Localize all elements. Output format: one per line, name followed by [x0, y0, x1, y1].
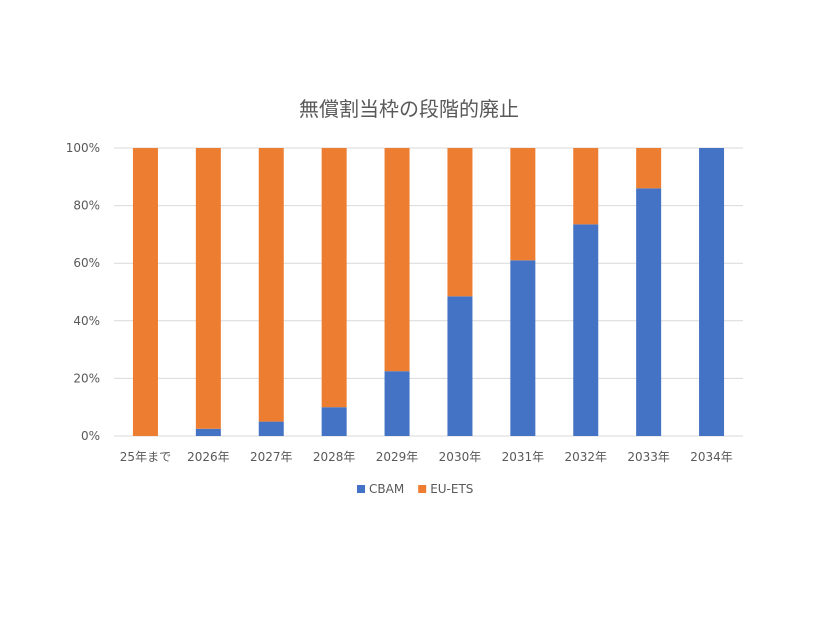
x-tick-label: 2029年 — [376, 450, 419, 464]
legend-swatch-eu-ets — [418, 485, 427, 493]
legend-swatch-cbam — [357, 485, 365, 493]
bar-eu-ets — [195, 148, 221, 429]
bar-cbam — [636, 188, 662, 436]
bar-cbam — [573, 224, 599, 436]
bar-eu-ets — [132, 148, 158, 436]
bar-cbam — [384, 371, 410, 436]
x-tick-label: 2027年 — [250, 450, 293, 464]
y-tick-label: 20% — [73, 371, 100, 385]
legend-label-cbam: CBAM — [369, 482, 404, 496]
legend: CBAM EU-ETS — [357, 482, 473, 496]
bar-eu-ets — [636, 148, 662, 189]
x-axis-ticks: 25年まで 2026年 2027年 2028年 2029年 2030年 2031年 2032年… — [120, 450, 733, 464]
x-tick-label: 25年まで — [120, 450, 171, 464]
bar-cbam — [321, 407, 347, 436]
y-tick-label: 60% — [73, 256, 100, 270]
bars — [132, 148, 725, 436]
bar-cbam — [699, 148, 725, 436]
bar-eu-ets — [258, 148, 284, 422]
bar-eu-ets — [384, 148, 410, 372]
y-axis-ticks: 0% 20% 40% 60% 80% 100% — [66, 141, 100, 443]
x-tick-label: 2033年 — [627, 450, 670, 464]
y-tick-label: 100% — [66, 141, 100, 155]
y-tick-label: 80% — [73, 199, 100, 213]
x-tick-label: 2026年 — [187, 450, 230, 464]
y-tick-label: 40% — [73, 314, 100, 328]
legend-label-eu-ets: EU-ETS — [430, 482, 473, 496]
x-tick-label: 2028年 — [313, 450, 356, 464]
bar-eu-ets — [510, 148, 536, 261]
bar-cbam — [447, 296, 473, 436]
bar-cbam — [195, 428, 221, 436]
x-tick-label: 2030年 — [439, 450, 482, 464]
bar-eu-ets — [321, 148, 347, 408]
x-tick-label: 2031年 — [502, 450, 545, 464]
x-tick-label: 2032年 — [564, 450, 607, 464]
bar-eu-ets — [447, 148, 473, 297]
bar-cbam — [510, 260, 536, 436]
y-tick-label: 0% — [81, 429, 100, 443]
bar-eu-ets — [573, 148, 599, 225]
x-tick-label: 2034年 — [690, 450, 733, 464]
bar-cbam — [258, 421, 284, 436]
chart-title: 無償割当枠の段階的廃止 — [299, 97, 519, 121]
